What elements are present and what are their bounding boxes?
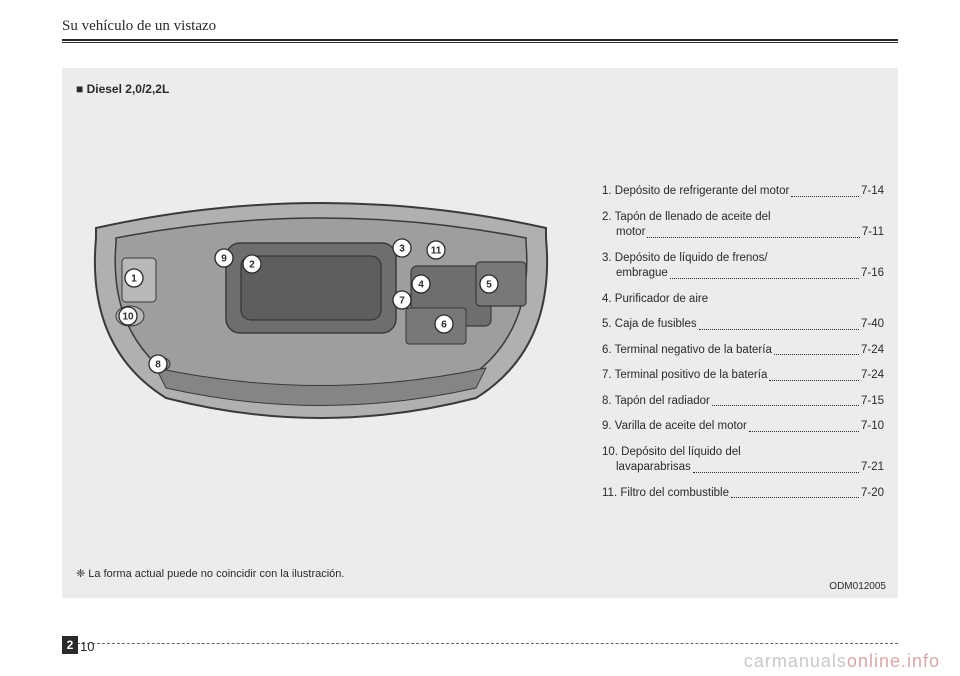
part-page: 7-10 xyxy=(861,419,884,435)
page-number-box: 2 10 xyxy=(62,636,94,654)
engine-diagram: 1 2 3 4 5 6 7 8 9 10 11 xyxy=(76,188,566,448)
page-header: Su vehículo de un vistazo xyxy=(62,18,898,43)
callout-number-6: 6 xyxy=(441,320,447,331)
part-item: 7. Terminal positivo de la batería 7-24 xyxy=(602,368,884,384)
parts-list: 1. Depósito de refrigerante del motor 7-1… xyxy=(602,184,884,511)
part-page: 7-15 xyxy=(861,394,884,410)
page-number: 10 xyxy=(80,639,94,654)
part-item: 4. Purificador de aire xyxy=(602,292,884,308)
part-item: 6. Terminal negativo de la batería 7-24 xyxy=(602,343,884,359)
part-page: 7-24 xyxy=(861,368,884,384)
content-panel: ■ Diesel 2,0/2,2L 1 2 3 4 5 6 7 8 9 10 11 1. Depós… xyxy=(62,68,898,598)
watermark: carmanualsonline.info xyxy=(744,651,940,672)
chapter-title: Su vehículo de un vistazo xyxy=(62,18,898,39)
engine-cover-inner xyxy=(241,256,381,320)
callout-number-5: 5 xyxy=(486,280,492,291)
part-item: 10. Depósito del líquido dellavaparabris… xyxy=(602,445,884,476)
callout-number-4: 4 xyxy=(418,280,424,291)
part-label: 8. Tapón del radiador xyxy=(602,394,710,410)
part-label-line2: lavaparabrisas7-21 xyxy=(602,460,884,476)
part-item: 3. Depósito de líquido de frenos/embragu… xyxy=(602,251,884,282)
part-label: 6. Terminal negativo de la batería xyxy=(602,343,772,359)
watermark-part1: carmanuals xyxy=(744,651,847,671)
leader-dots xyxy=(774,343,859,356)
leader-dots xyxy=(731,486,859,499)
part-item: 9. Varilla de aceite del motor 7-10 xyxy=(602,419,884,435)
engine-variant-label: ■ Diesel 2,0/2,2L xyxy=(76,82,169,96)
part-label-line1: 10. Depósito del líquido del xyxy=(602,445,884,461)
leader-dots xyxy=(769,368,859,381)
part-label: 1. Depósito de refrigerante del motor xyxy=(602,184,789,200)
chapter-number: 2 xyxy=(62,636,78,654)
part-label-line1: 3. Depósito de líquido de frenos/ xyxy=(602,251,884,267)
callout-number-7: 7 xyxy=(399,296,405,307)
part-item: 1. Depósito de refrigerante del motor 7-1… xyxy=(602,184,884,200)
part-label: 7. Terminal positivo de la batería xyxy=(602,368,767,384)
callout-number-11: 11 xyxy=(431,246,442,257)
part-label-line2: motor7-11 xyxy=(602,225,884,241)
leader-dots xyxy=(699,317,859,330)
leader-dots xyxy=(749,419,859,432)
part-label: 9. Varilla de aceite del motor xyxy=(602,419,747,435)
callout-number-10: 10 xyxy=(122,312,134,323)
part-page: 7-24 xyxy=(861,343,884,359)
callout-number-9: 9 xyxy=(221,254,227,265)
page-footer-rule xyxy=(62,643,898,644)
part-page: 7-20 xyxy=(861,486,884,502)
leader-dots xyxy=(791,184,859,197)
callout-number-3: 3 xyxy=(399,244,405,255)
header-rule-thick xyxy=(62,39,898,41)
part-label-line2: embrague7-16 xyxy=(602,266,884,282)
figure-code: ODM012005 xyxy=(829,581,886,592)
leader-dots xyxy=(712,394,859,407)
part-page: 7-40 xyxy=(861,317,884,333)
watermark-part2: online.info xyxy=(847,651,940,671)
part-label: 4. Purificador de aire xyxy=(602,292,708,308)
part-item: 2. Tapón de llenado de aceite delmotor7-… xyxy=(602,210,884,241)
part-label: 5. Caja de fusibles xyxy=(602,317,697,333)
part-item: 11. Filtro del combustible 7-20 xyxy=(602,486,884,502)
header-rule-thin xyxy=(62,42,898,43)
part-item: 8. Tapón del radiador 7-15 xyxy=(602,394,884,410)
callout-number-1: 1 xyxy=(131,274,137,285)
part-page: 7-14 xyxy=(861,184,884,200)
part-label: 11. Filtro del combustible xyxy=(602,486,729,502)
callout-number-8: 8 xyxy=(155,360,161,371)
callout-number-2: 2 xyxy=(249,260,255,271)
diagram-disclaimer: ❈ La forma actual puede no coincidir con… xyxy=(76,567,344,580)
part-label-line1: 2. Tapón de llenado de aceite del xyxy=(602,210,884,226)
part-item: 5. Caja de fusibles 7-40 xyxy=(602,317,884,333)
